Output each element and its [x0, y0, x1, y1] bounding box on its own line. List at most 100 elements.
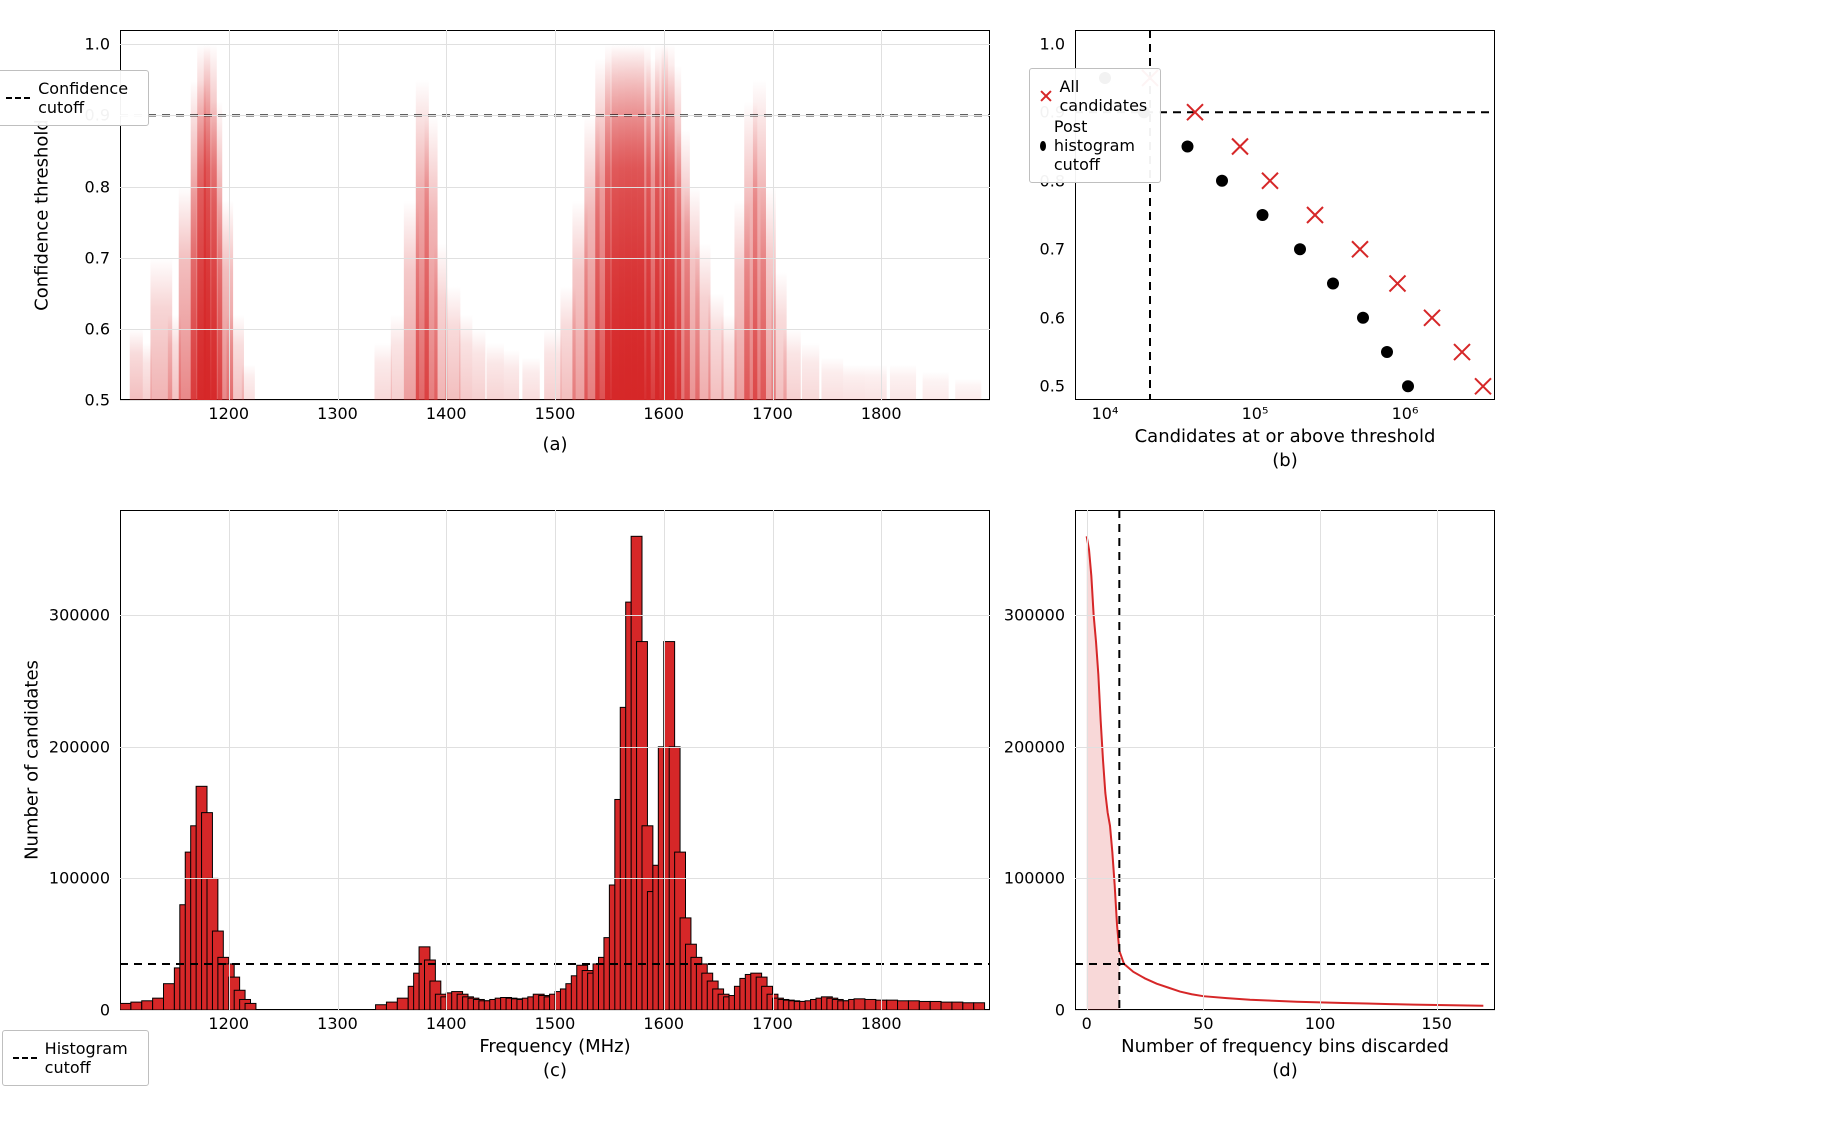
grid-line: [120, 1010, 990, 1011]
tick-label: 0.6: [1040, 308, 1071, 327]
tick-label: 1600: [643, 1014, 684, 1033]
tick-label: 10⁶: [1392, 404, 1419, 423]
x-marker-swatch: [1040, 89, 1051, 103]
grid-line: [120, 400, 990, 401]
grid-line: [120, 747, 990, 748]
tick-label: 200000: [1004, 737, 1071, 756]
grid-line: [664, 30, 665, 400]
tick-label: 1500: [535, 404, 576, 423]
grid-line: [881, 510, 882, 1010]
tick-label: 1.0: [1040, 34, 1071, 53]
legend-label: Post histogram cutoff: [1054, 117, 1150, 174]
tick-label: 1800: [861, 404, 902, 423]
tick-label: 300000: [1004, 606, 1071, 625]
panel-a-sublabel: (a): [542, 434, 567, 455]
panel-b-legend: All candidates Post histogram cutoff: [1029, 68, 1161, 183]
tick-label: 0: [1055, 1001, 1071, 1020]
grid-line: [1075, 1010, 1495, 1011]
tick-label: 100: [1305, 1014, 1336, 1033]
tick-label: 10⁴: [1092, 404, 1119, 423]
panel-c-legend: Histogram cutoff: [2, 1030, 149, 1086]
grid-line: [229, 510, 230, 1010]
legend-row: Post histogram cutoff: [1040, 117, 1150, 174]
grid-line: [1087, 510, 1088, 1010]
panel-d-canvas: [1075, 510, 1495, 1010]
panel-c-xlabel: Frequency (MHz): [479, 1036, 630, 1057]
tick-label: 0.5: [85, 391, 116, 410]
tick-label: 1200: [208, 404, 249, 423]
tick-label: 1600: [643, 404, 684, 423]
grid-line: [555, 30, 556, 400]
tick-label: 1400: [426, 1014, 467, 1033]
tick-label: 1800: [861, 1014, 902, 1033]
tick-label: 1300: [317, 1014, 358, 1033]
tick-label: 150: [1421, 1014, 1452, 1033]
panel-a-legend: Confidence cutoff: [0, 70, 149, 126]
grid-line: [120, 878, 990, 879]
tick-label: 0.7: [1040, 240, 1071, 259]
panel-b-xlabel: Candidates at or above threshold: [1135, 426, 1436, 447]
grid-line: [1320, 510, 1321, 1010]
grid-line: [446, 510, 447, 1010]
tick-label: 0.6: [85, 319, 116, 338]
tick-label: 0: [1082, 1014, 1092, 1033]
tick-label: 1500: [535, 1014, 576, 1033]
grid-line: [120, 329, 990, 330]
tick-label: 1700: [752, 404, 793, 423]
panel-b: All candidates Post histogram cutoff 10⁴…: [1075, 30, 1495, 400]
tick-label: 0.8: [85, 177, 116, 196]
tick-label: 50: [1193, 1014, 1213, 1033]
grid-line: [120, 615, 990, 616]
legend-row: Histogram cutoff: [13, 1039, 138, 1077]
panel-d: 0501001500100000200000300000: [1075, 510, 1495, 1010]
grid-line: [120, 187, 990, 188]
tick-label: 0.7: [85, 248, 116, 267]
legend-label: Histogram cutoff: [45, 1039, 138, 1077]
panel-a-ylabel: Confidence threshold: [32, 119, 53, 311]
grid-line: [1075, 747, 1495, 748]
grid-line: [446, 30, 447, 400]
grid-line: [120, 115, 990, 116]
figure: Confidence cutoff 1200130014001500160017…: [0, 0, 1821, 1138]
grid-line: [881, 30, 882, 400]
grid-line: [1075, 878, 1495, 879]
tick-label: 100000: [49, 869, 116, 888]
tick-label: 1700: [752, 1014, 793, 1033]
grid-line: [773, 30, 774, 400]
panel-a: Confidence cutoff 1200130014001500160017…: [120, 30, 990, 400]
tick-label: 100000: [1004, 869, 1071, 888]
tick-label: 1200: [208, 1014, 249, 1033]
dash-swatch: [13, 1057, 37, 1059]
grid-line: [1437, 510, 1438, 1010]
panel-c: Histogram cutoff 12001300140015001600170…: [120, 510, 990, 1010]
dash-swatch: [6, 97, 30, 99]
tick-label: 200000: [49, 737, 116, 756]
grid-line: [555, 510, 556, 1010]
grid-line: [1075, 615, 1495, 616]
panel-d-sublabel: (d): [1272, 1060, 1297, 1081]
tick-label: 0.5: [1040, 377, 1071, 396]
panel-d-xlabel: Number of frequency bins discarded: [1121, 1036, 1449, 1057]
panel-b-sublabel: (b): [1272, 450, 1297, 471]
grid-line: [338, 30, 339, 400]
tick-label: 1400: [426, 404, 467, 423]
panel-c-sublabel: (c): [543, 1060, 567, 1081]
tick-label: 10⁵: [1242, 404, 1269, 423]
grid-line: [664, 510, 665, 1010]
grid-line: [773, 510, 774, 1010]
dot-marker-swatch: [1040, 141, 1046, 151]
tick-label: 1300: [317, 404, 358, 423]
grid-line: [120, 44, 990, 45]
panel-c-ylabel: Number of candidates: [22, 660, 43, 860]
grid-line: [120, 258, 990, 259]
tick-label: 0: [100, 1001, 116, 1020]
legend-row: All candidates: [1040, 77, 1150, 115]
legend-label: All candidates: [1059, 77, 1150, 115]
grid-line: [1203, 510, 1204, 1010]
tick-label: 300000: [49, 606, 116, 625]
legend-label: Confidence cutoff: [38, 79, 138, 117]
grid-line: [229, 30, 230, 400]
grid-line: [338, 510, 339, 1010]
tick-label: 1.0: [85, 35, 116, 54]
legend-row: Confidence cutoff: [6, 79, 138, 117]
